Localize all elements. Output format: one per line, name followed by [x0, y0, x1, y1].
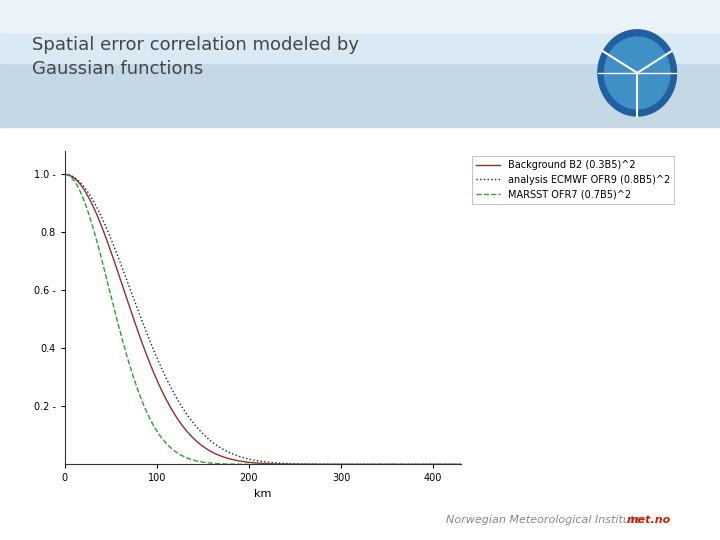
MARSST OFR7 (0.7B5)^2	[243, 461, 251, 468]
analysis ECMWF OFR9 (0.8B5)^2	[456, 461, 465, 468]
Bar	[0, 0, 720, 63]
Polygon shape	[605, 37, 670, 109]
MARSST OFR7 (0.7B5)^2	[456, 461, 465, 468]
Background B2 (0.3B5)^2	[253, 460, 261, 467]
Bar	[0, 0, 720, 127]
analysis ECMWF OFR9 (0.8B5)^2	[372, 461, 381, 468]
MARSST OFR7 (0.7B5)^2	[81, 200, 89, 206]
Text: met.no: met.no	[626, 515, 670, 525]
MARSST OFR7 (0.7B5)^2	[253, 461, 261, 468]
analysis ECMWF OFR9 (0.8B5)^2	[81, 185, 89, 191]
Line: analysis ECMWF OFR9 (0.8B5)^2: analysis ECMWF OFR9 (0.8B5)^2	[65, 174, 461, 464]
Background B2 (0.3B5)^2	[372, 461, 381, 468]
analysis ECMWF OFR9 (0.8B5)^2	[445, 461, 454, 468]
Text: Spatial error correlation modeled by
Gaussian functions: Spatial error correlation modeled by Gau…	[32, 36, 359, 78]
X-axis label: km: km	[254, 489, 271, 499]
Line: MARSST OFR7 (0.7B5)^2: MARSST OFR7 (0.7B5)^2	[65, 174, 461, 464]
analysis ECMWF OFR9 (0.8B5)^2	[243, 455, 251, 462]
analysis ECMWF OFR9 (0.8B5)^2	[445, 461, 454, 468]
analysis ECMWF OFR9 (0.8B5)^2	[253, 457, 261, 464]
Background B2 (0.3B5)^2	[81, 188, 89, 194]
MARSST OFR7 (0.7B5)^2	[372, 461, 381, 468]
Legend: Background B2 (0.3B5)^2, analysis ECMWF OFR9 (0.8B5)^2, MARSST OFR7 (0.7B5)^2: Background B2 (0.3B5)^2, analysis ECMWF …	[472, 156, 674, 204]
Background B2 (0.3B5)^2	[243, 459, 251, 465]
Text: Norwegian Meteorological Institute: Norwegian Meteorological Institute	[446, 515, 642, 525]
Bar	[0, 0, 720, 32]
analysis ECMWF OFR9 (0.8B5)^2	[60, 171, 69, 178]
Line: Background B2 (0.3B5)^2: Background B2 (0.3B5)^2	[65, 174, 461, 464]
Background B2 (0.3B5)^2	[445, 461, 454, 468]
Polygon shape	[598, 30, 677, 116]
MARSST OFR7 (0.7B5)^2	[60, 171, 69, 178]
Background B2 (0.3B5)^2	[456, 461, 465, 468]
MARSST OFR7 (0.7B5)^2	[445, 461, 454, 468]
Background B2 (0.3B5)^2	[445, 461, 454, 468]
MARSST OFR7 (0.7B5)^2	[445, 461, 454, 468]
Background B2 (0.3B5)^2	[60, 171, 69, 178]
